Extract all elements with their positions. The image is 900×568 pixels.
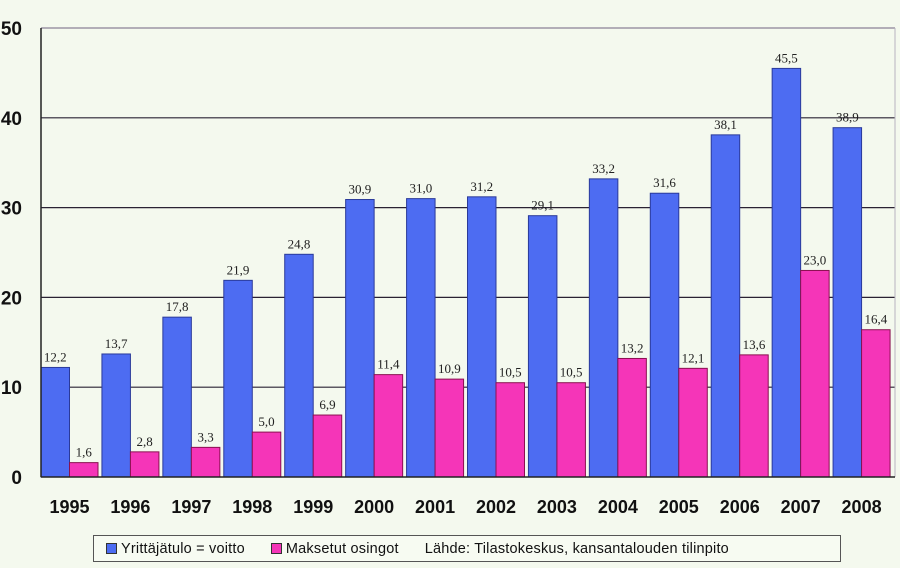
bar-profit-2002 bbox=[467, 196, 497, 478]
legend-label-profit: Yrittäjätulo = voitto bbox=[121, 540, 245, 557]
legend-swatch-pink bbox=[270, 543, 282, 554]
x-axis-ticks: 1995 1996 1997 1998 1999 2000 2001 2002 2003 2004… bbox=[49, 497, 881, 517]
y-tick-label: 50 bbox=[1, 19, 22, 40]
data-label: 24,8 bbox=[288, 236, 311, 251]
x-tick-label: 1997 bbox=[171, 497, 211, 517]
bar-dividends-1996 bbox=[129, 451, 160, 478]
bar-dividends-1997 bbox=[190, 446, 221, 478]
y-tick-label: 20 bbox=[1, 288, 22, 309]
data-label: 13,6 bbox=[743, 337, 766, 352]
bar-profit-1995 bbox=[40, 366, 70, 478]
data-label: 31,2 bbox=[470, 179, 493, 194]
y-tick-label: 30 bbox=[1, 199, 22, 220]
x-tick-label: 2000 bbox=[354, 497, 394, 517]
data-label: 3,3 bbox=[197, 429, 213, 444]
legend-item-profit: Yrittäjätulo = voitto bbox=[106, 541, 245, 557]
bar-profit-2000 bbox=[345, 199, 375, 478]
data-label: 2,8 bbox=[137, 434, 153, 449]
x-tick-label: 2002 bbox=[476, 497, 516, 517]
data-label: 10,5 bbox=[499, 365, 522, 380]
bar-dividends-2008 bbox=[861, 329, 891, 478]
bar-profit-2005 bbox=[649, 192, 680, 478]
bar-dividends-2001 bbox=[434, 378, 465, 478]
x-tick-label: 2008 bbox=[842, 497, 882, 517]
data-label: 12,1 bbox=[682, 350, 705, 365]
bar-chart: 0 10 20 30 40 50 12,2 1,6 13,7 2,8 17,8 3,3 21,9 5,0… bbox=[1, 19, 896, 517]
data-label: 31,6 bbox=[653, 175, 676, 190]
bar-dividends-2006 bbox=[739, 354, 769, 478]
data-labels: 12,2 1,6 13,7 2,8 17,8 3,3 21,9 5,0 24,8 6,9 30,9 1… bbox=[44, 50, 888, 459]
bar-profit-1996 bbox=[101, 353, 131, 478]
data-label: 12,2 bbox=[44, 349, 67, 364]
bar-dividends-2000 bbox=[373, 374, 404, 478]
bar-dividends-2002 bbox=[495, 382, 525, 478]
data-label: 38,1 bbox=[714, 117, 737, 132]
bar-profit-2007 bbox=[771, 67, 802, 478]
data-label: 45,5 bbox=[775, 50, 798, 65]
data-label: 23,0 bbox=[804, 252, 827, 267]
legend: Yrittäjätulo = voitto Maksetut osingot L… bbox=[93, 535, 841, 562]
x-tick-label: 2004 bbox=[598, 497, 638, 517]
data-label: 17,8 bbox=[166, 299, 189, 314]
source-note: Lähde: Tilastokeskus, kansantalouden til… bbox=[425, 541, 729, 557]
data-label: 33,2 bbox=[592, 161, 615, 176]
data-label: 10,5 bbox=[560, 365, 583, 380]
x-tick-label: 1996 bbox=[110, 497, 150, 517]
data-label: 13,2 bbox=[621, 340, 644, 355]
x-tick-label: 2001 bbox=[415, 497, 455, 517]
bar-profit-2006 bbox=[710, 134, 741, 478]
data-label: 16,4 bbox=[864, 312, 887, 327]
x-tick-label: 2003 bbox=[537, 497, 577, 517]
bar-dividends-2005 bbox=[678, 367, 708, 478]
bar-dividends-1999 bbox=[312, 414, 343, 478]
data-label: 38,9 bbox=[836, 110, 859, 125]
data-label: 29,1 bbox=[531, 198, 554, 213]
data-label: 6,9 bbox=[319, 397, 335, 412]
data-label: 30,9 bbox=[349, 182, 372, 197]
bar-profit-2008 bbox=[832, 127, 863, 478]
y-tick-label: 40 bbox=[1, 109, 22, 130]
legend-swatch-blue bbox=[106, 543, 117, 554]
bar-profit-2004 bbox=[588, 178, 619, 478]
data-label: 13,7 bbox=[105, 336, 128, 351]
y-tick-label: 10 bbox=[1, 378, 22, 399]
data-label: 5,0 bbox=[258, 414, 274, 429]
bar-dividends-1995 bbox=[69, 462, 99, 478]
x-tick-label: 1995 bbox=[49, 497, 89, 517]
bar-profit-1997 bbox=[162, 316, 192, 478]
bar-dividends-2007 bbox=[800, 269, 830, 478]
data-label: 10,9 bbox=[438, 361, 461, 376]
bars bbox=[40, 67, 891, 478]
x-tick-label: 1999 bbox=[293, 497, 333, 517]
data-label: 31,0 bbox=[409, 181, 432, 196]
x-tick-label: 2005 bbox=[659, 497, 699, 517]
y-axis-ticks: 0 10 20 30 40 50 bbox=[1, 19, 22, 489]
bar-dividends-2003 bbox=[556, 382, 586, 478]
x-tick-label: 2007 bbox=[781, 497, 821, 517]
bar-profit-1998 bbox=[223, 279, 253, 478]
bar-dividends-1998 bbox=[251, 431, 282, 478]
x-tick-label: 2006 bbox=[720, 497, 760, 517]
bar-profit-2001 bbox=[406, 198, 436, 478]
data-label: 21,9 bbox=[227, 262, 250, 277]
bar-profit-1999 bbox=[284, 253, 314, 478]
x-tick-label: 1998 bbox=[232, 497, 272, 517]
legend-label-dividends: Maksetut osingot bbox=[285, 540, 399, 557]
bar-profit-2003 bbox=[527, 215, 558, 478]
data-label: 1,6 bbox=[76, 445, 93, 460]
bar-dividends-2004 bbox=[617, 357, 647, 478]
y-tick-label: 0 bbox=[11, 468, 22, 489]
legend-item-dividends: Maksetut osingot bbox=[270, 540, 399, 557]
source-note-text: Lähde: Tilastokeskus, kansantalouden til… bbox=[424, 540, 729, 557]
data-label: 11,4 bbox=[377, 357, 400, 372]
